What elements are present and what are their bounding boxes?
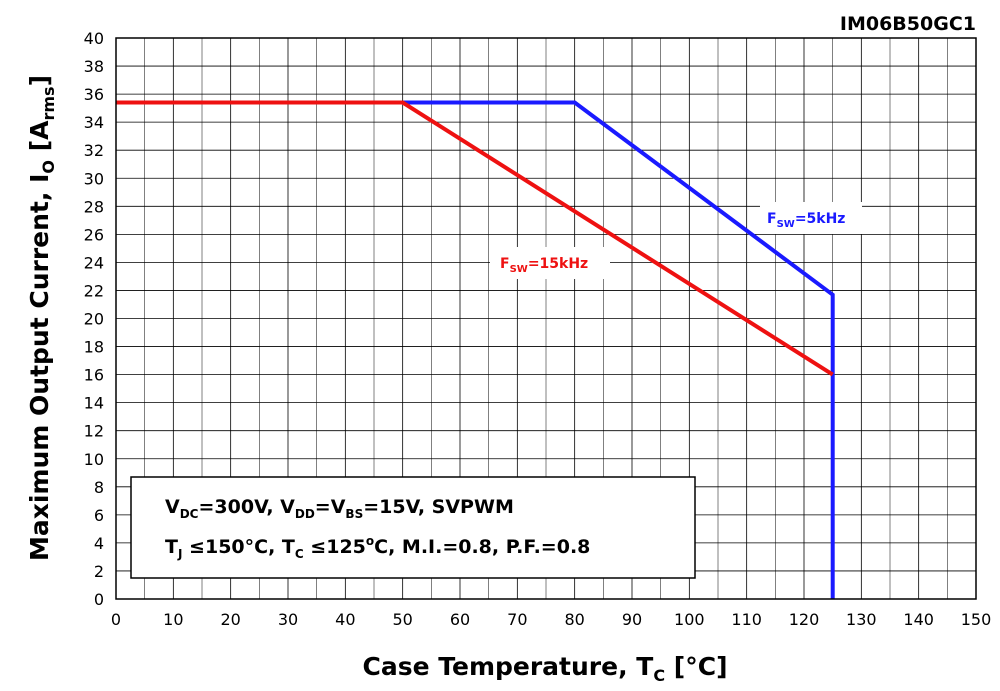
note1-b-sub: DD [295,507,315,521]
note2-a-sub: J [177,547,182,561]
note2-c: ≤125 [304,536,366,558]
y-tick-0: 0 [94,590,104,609]
y-tick-4: 4 [94,534,104,553]
note1-d: =15V, SVPWM [363,496,514,518]
x-tick-100: 100 [674,610,705,629]
y-tick-6: 6 [94,506,104,525]
y-tick-14: 14 [84,394,104,413]
x-tick-120: 120 [789,610,820,629]
y-tick-22: 22 [84,281,104,300]
x-tick-140: 140 [903,610,934,629]
label-15khz-sub: SW [510,264,528,275]
x-tick-70: 70 [507,610,527,629]
note2-d: C, M.I.=0.8, P.F.=0.8 [374,536,590,558]
series-line-15khz [116,100,834,377]
xlabel-unit: [°C] [665,652,727,681]
y-tick-16: 16 [84,366,104,385]
conditions-box [130,476,696,579]
note2-c-sup: o [366,534,374,548]
x-tick-130: 130 [846,610,877,629]
x-tick-40: 40 [335,610,355,629]
x-tick-60: 60 [450,610,470,629]
conditions-line-1: VDC=300V, VDD=VBS=15V, SVPWM [165,496,514,521]
ylabel-unit-open: [A [25,120,54,160]
y-tick-34: 34 [84,113,104,132]
label-5khz-main: F [767,211,777,227]
y-tick-18: 18 [84,338,104,357]
series-label-15khz: FSW=15kHz [500,256,588,275]
y-tick-28: 28 [84,197,104,216]
y-tick-38: 38 [84,57,104,76]
ylabel-unit-sub: rms [39,86,58,120]
note1-c: =V [315,496,346,518]
x-tick-110: 110 [731,610,762,629]
series-lines [116,100,835,599]
series-label-bg-5khz [760,202,862,234]
xlabel-main: Case Temperature, T [363,652,654,681]
y-tick-8: 8 [94,478,104,497]
y-tick-20: 20 [84,310,104,329]
label-5khz-rest: =5kHz [795,211,846,227]
y-axis-title: Maximum Output Current, IO [Arms] [25,75,58,561]
ylabel-sub: O [39,160,58,174]
y-tick-32: 32 [84,141,104,160]
x-tick-150: 150 [961,610,992,629]
y-tick-36: 36 [84,85,104,104]
x-tick-50: 50 [392,610,412,629]
x-tick-90: 90 [622,610,642,629]
note1-b: =300V, V [199,496,296,518]
y-tick-26: 26 [84,225,104,244]
note1-a-sub: DC [180,507,199,521]
x-tick-80: 80 [564,610,584,629]
y-tick-30: 30 [84,169,104,188]
y-tick-24: 24 [84,253,104,272]
series-label-bg-15khz [490,247,610,279]
label-5khz-sub: SW [777,219,795,230]
note1-a: V [165,496,180,518]
x-tick-20: 20 [220,610,240,629]
note2-b: ≤150°C, T [182,536,294,558]
ylabel-main: Maximum Output Current, I [25,174,54,561]
x-tick-labels: 0 10 20 30 40 50 60 70 80 90 100 110 120 130 140 150 [111,610,991,629]
conditions-line-2: TJ ≤150°C, TC ≤125oC, M.I.=0.8, P.F.=0.8 [165,534,590,561]
xlabel-sub: C [653,666,665,685]
y-tick-40: 40 [84,29,104,48]
ylabel-unit-close: ] [25,75,54,86]
label-15khz-main: F [500,256,510,272]
label-15khz-rest: =15kHz [528,256,588,272]
note2-b-sub: C [295,547,304,561]
series-label-5khz: FSW=5kHz [767,211,845,230]
x-axis-title: Case Temperature, TC [°C] [363,652,728,685]
y-tick-10: 10 [84,450,104,469]
part-number: IM06B50GC1 [840,13,976,35]
y-tick-2: 2 [94,562,104,581]
plot-frame [115,37,977,600]
note1-c-sub: BS [345,507,363,521]
note2-a: T [165,536,178,558]
y-tick-12: 12 [84,422,104,441]
x-tick-30: 30 [278,610,298,629]
x-tick-0: 0 [111,610,121,629]
x-tick-10: 10 [163,610,183,629]
